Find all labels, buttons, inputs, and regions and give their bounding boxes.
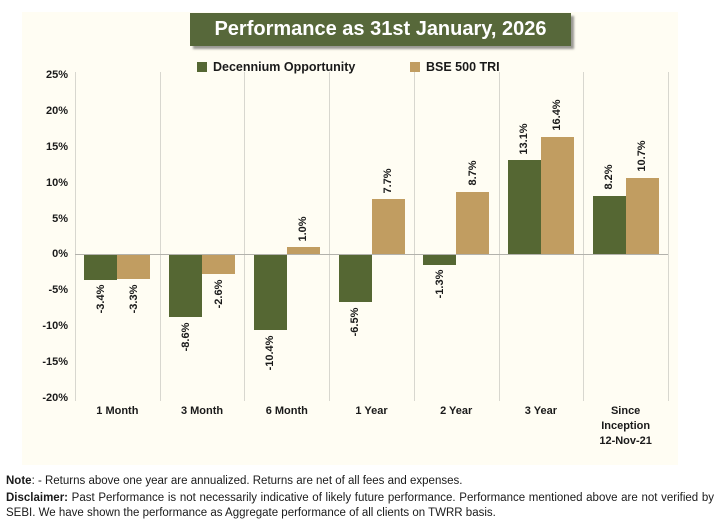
x-axis-category-label: Since Inception 12-Nov-21 <box>599 405 652 447</box>
chart-title: Performance as 31st January, 2026 <box>190 13 571 46</box>
bar-value-label: 8.2% <box>603 164 616 190</box>
legend-label-bse-500-tri: BSE 500 TRI <box>426 60 500 74</box>
gridline-vertical <box>244 72 246 401</box>
x-axis-category-label: 1 Year <box>355 405 388 417</box>
y-axis-tick-label: 10% <box>45 176 68 189</box>
x-axis-category-label: 3 Month <box>180 405 224 417</box>
y-axis-tick-label: -5% <box>48 284 68 297</box>
gridline-vertical <box>668 72 669 401</box>
x-axis-category-label: 2 Year <box>440 405 473 417</box>
legend-swatch-bse-500-tri-icon <box>410 62 420 72</box>
y-axis-tick-label: -10% <box>42 320 68 333</box>
disclaimer-label: Disclaimer: <box>6 491 69 504</box>
gridline-vertical <box>75 72 76 401</box>
x-axis-category-label: 3 Year <box>524 405 558 417</box>
bar-decennium <box>338 255 372 303</box>
y-axis-tick-label: 20% <box>45 104 68 117</box>
y-axis-tick-label: 5% <box>52 212 68 225</box>
chart-panel-background <box>22 12 678 465</box>
x-axis-category-label: 1 Month <box>96 405 139 417</box>
gridline-vertical <box>329 72 331 401</box>
bar-value-label: 1.0% <box>297 216 310 242</box>
bar-decennium <box>592 195 626 255</box>
y-axis-tick-label: -20% <box>42 392 68 404</box>
bar-value-label: -10.4% <box>264 335 277 371</box>
bar-decennium <box>169 255 203 318</box>
bar-decennium <box>423 255 457 265</box>
note-text: Note: - Returns above one year are annua… <box>6 475 463 487</box>
bar-value-label: 7.7% <box>382 168 394 194</box>
bar-bse-500-tri <box>286 247 320 255</box>
y-axis-tick-label: 25% <box>45 69 68 81</box>
legend-item-decennium: Decennium Opportunity <box>197 60 355 74</box>
bar-value-label: -2.6% <box>212 279 225 308</box>
y-axis-tick-label: 15% <box>45 140 68 153</box>
bar-bse-500-tri <box>456 191 490 255</box>
y-axis-tick-label: -15% <box>42 356 68 369</box>
footnotes: Note: - Returns above one year are annua… <box>6 474 714 522</box>
bar-value-label: 13.1% <box>518 123 531 155</box>
y-axis-tick-label: 0% <box>52 248 68 261</box>
legend-swatch-decennium-icon <box>197 62 207 72</box>
legend-label-decennium: Decennium Opportunity <box>213 60 356 74</box>
disclaimer-text: Disclaimer: Past Performance is not nece… <box>6 491 714 520</box>
bar-value-label: 16.4% <box>551 99 564 131</box>
bar-value-label: -3.4% <box>94 284 107 314</box>
bar-bse-500-tri <box>202 255 236 275</box>
bar-bse-500-tri <box>625 177 659 255</box>
bar-value-label: -8.6% <box>179 322 192 352</box>
zero-axis-line <box>75 254 668 255</box>
legend-item-bse-500-tri: BSE 500 TRI <box>410 60 500 74</box>
bar-bse-500-tri <box>117 255 151 280</box>
bar-value-label: -6.5% <box>349 307 361 336</box>
gridline-vertical <box>159 72 161 401</box>
bar-value-label: 10.7% <box>636 140 649 172</box>
note-label: Note <box>6 475 32 487</box>
x-axis-category-label: 6 Month <box>265 405 308 417</box>
bar-value-label: -1.3% <box>433 269 446 299</box>
bar-value-label: 8.7% <box>466 160 479 187</box>
bar-bse-500-tri <box>371 199 405 255</box>
gridline-vertical <box>413 72 415 401</box>
bar-bse-500-tri <box>540 136 574 255</box>
bar-decennium <box>84 255 118 280</box>
gridline-vertical <box>498 72 500 401</box>
bar-decennium <box>507 160 541 255</box>
bar-value-label: -3.3% <box>127 284 140 313</box>
gridline-vertical <box>583 72 585 401</box>
bar-decennium <box>253 255 287 331</box>
